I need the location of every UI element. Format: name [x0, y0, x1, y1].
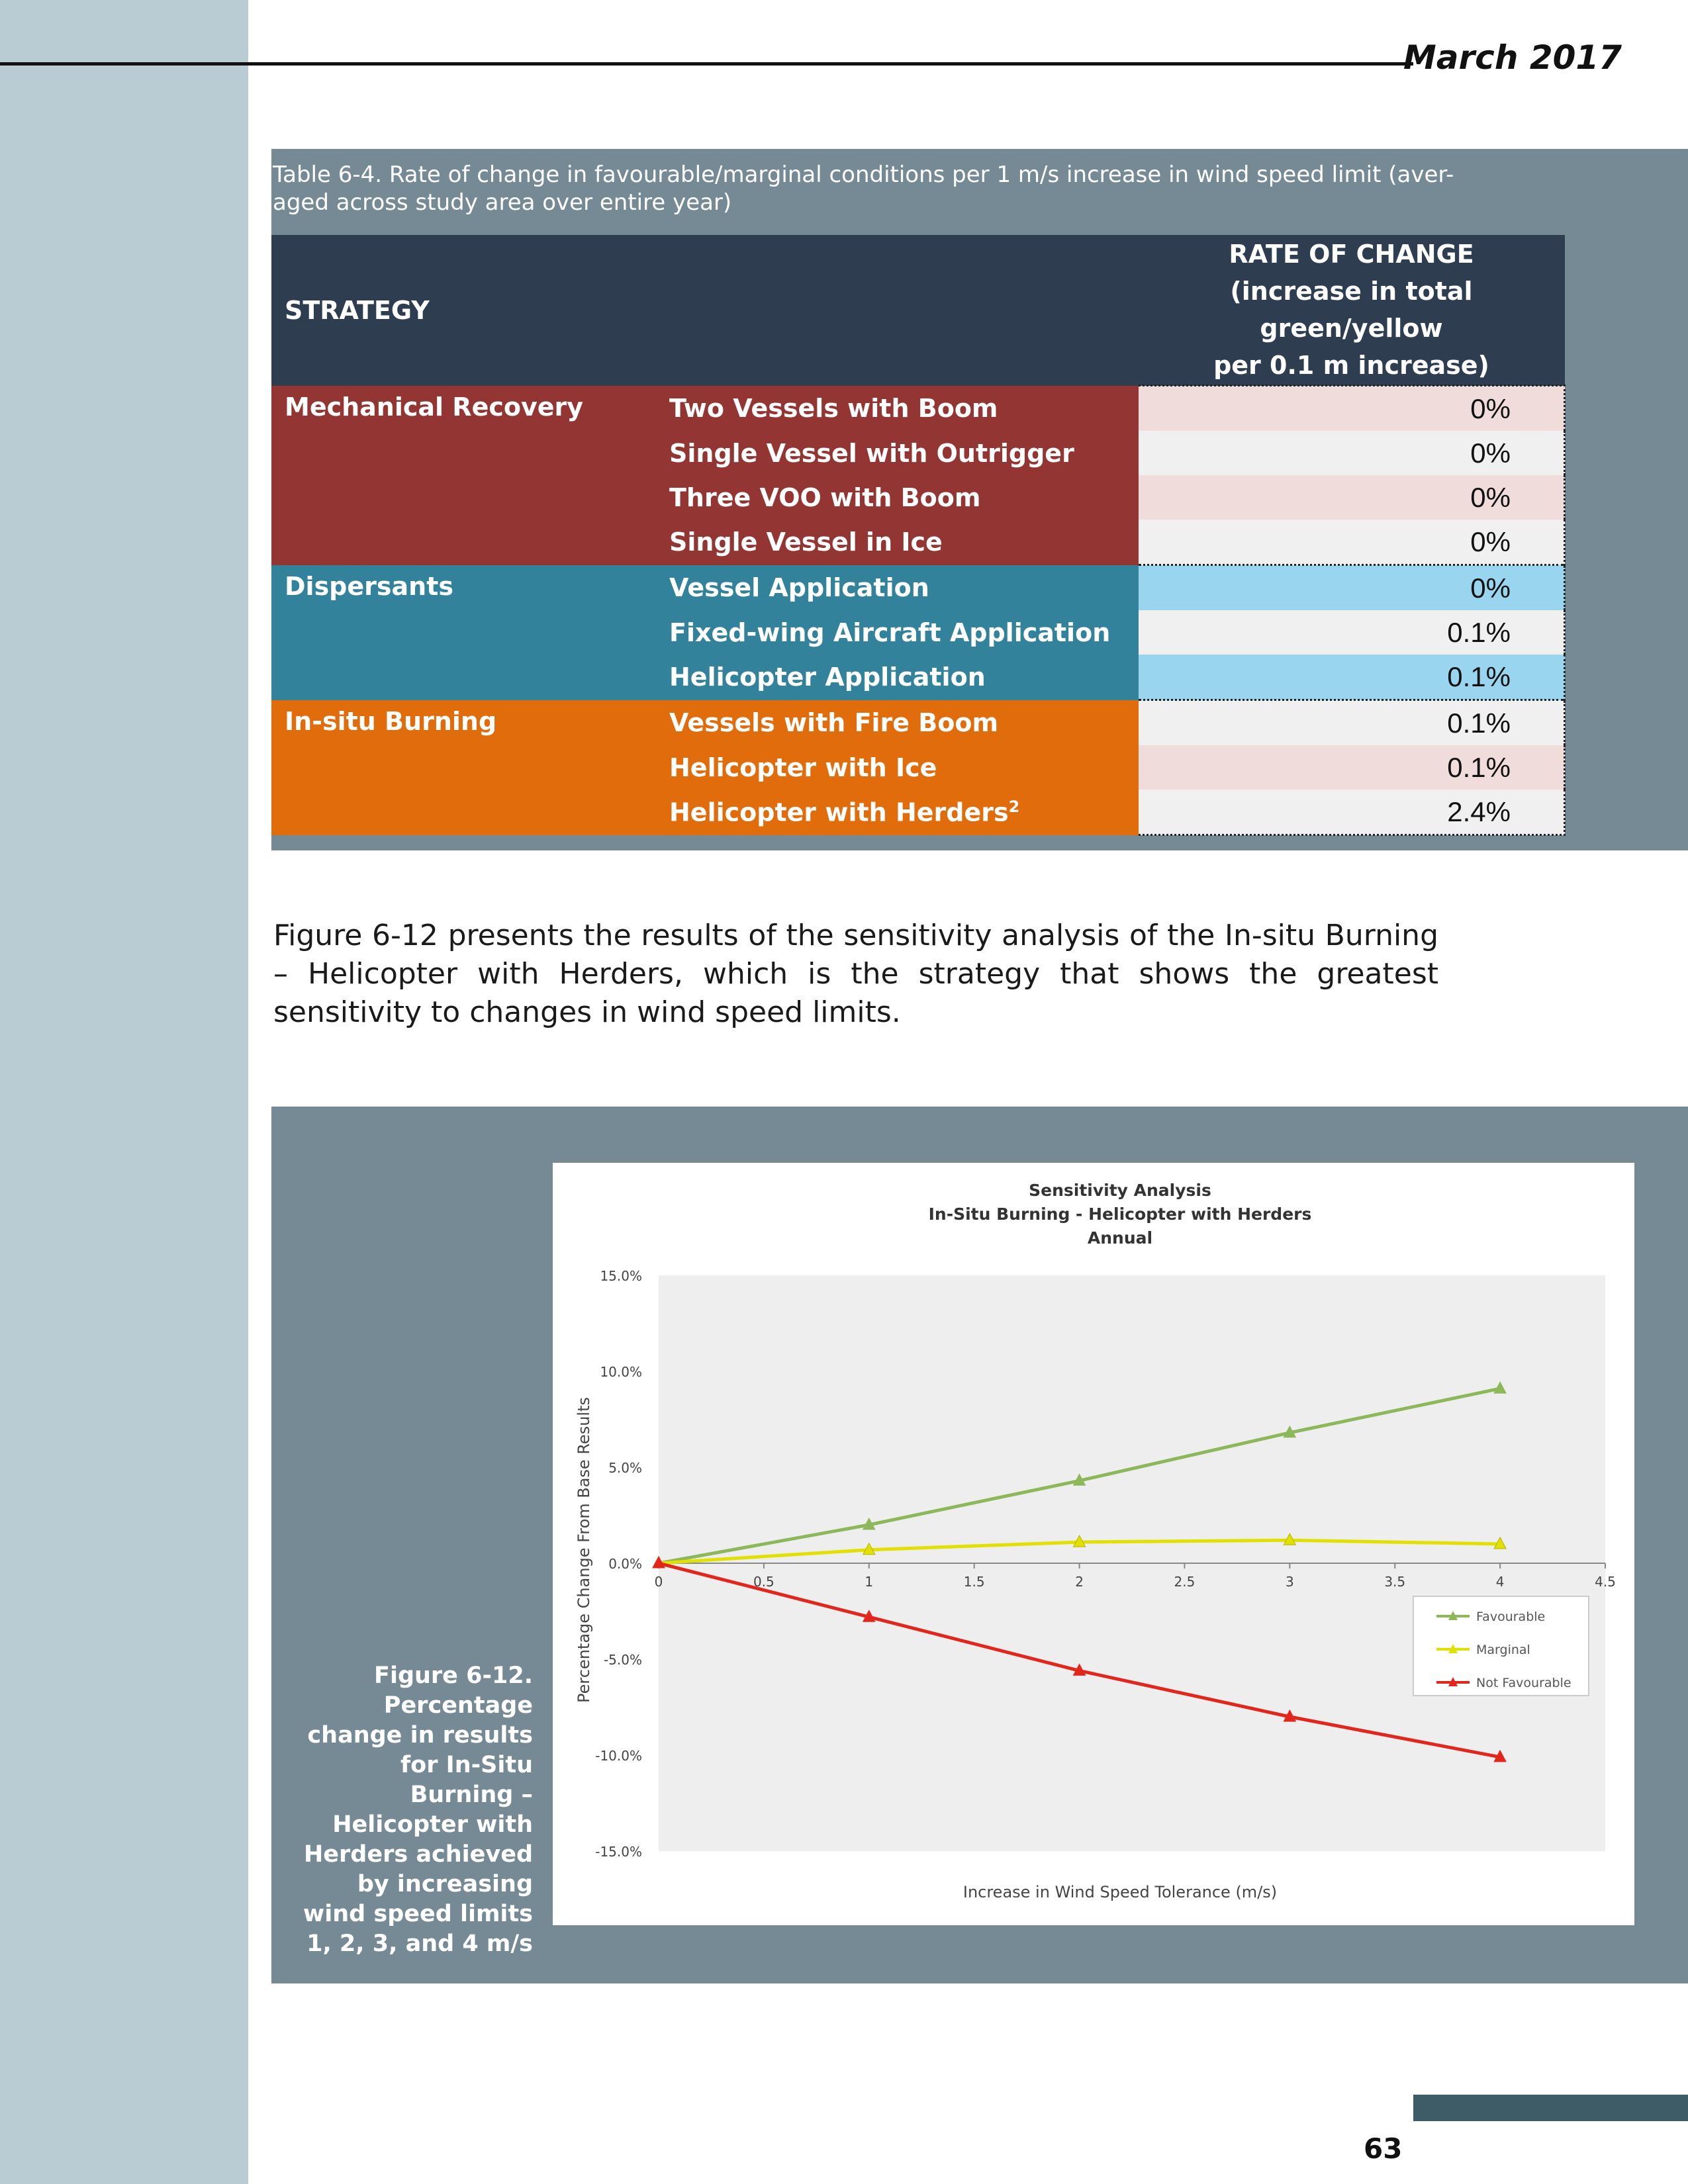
- table-row: Mechanical Recovery Two Vessels with Boo…: [271, 385, 1566, 565]
- header-rule: [0, 62, 1413, 66]
- row-value: 2.4%: [1138, 790, 1566, 836]
- row-value: 0%: [1138, 564, 1566, 610]
- x-axis-label: Increase in Wind Speed Tolerance (m/s): [963, 1883, 1277, 1901]
- row-value: 0.1%: [1138, 699, 1566, 745]
- x-tick-label: 2.5: [1174, 1574, 1196, 1590]
- header-blank: [656, 235, 1139, 386]
- footnote-marker: 2: [1008, 797, 1020, 816]
- legend-box: [1413, 1596, 1589, 1696]
- row-label: Helicopter with Ice: [656, 745, 1139, 790]
- data-point: [652, 1555, 665, 1569]
- row-value: 0.1%: [1138, 655, 1566, 700]
- row-value: 0%: [1138, 475, 1566, 520]
- y-tick-label: -10.0%: [595, 1748, 642, 1764]
- row-value: 0%: [1138, 520, 1566, 565]
- y-tick-label: -5.0%: [604, 1652, 642, 1668]
- row-value: 0%: [1138, 385, 1566, 431]
- data-point: [1072, 1535, 1086, 1547]
- row-label: Three VOO with Boom: [656, 475, 1139, 520]
- row-label-text: Helicopter with Herders: [669, 797, 1009, 827]
- data-point: [862, 1542, 876, 1555]
- row-label: Single Vessel with Outrigger: [656, 431, 1139, 475]
- x-tick-label: 2: [1075, 1574, 1084, 1590]
- data-point: [1493, 1536, 1507, 1549]
- legend-marker: [1448, 1644, 1458, 1653]
- x-tick-label: 1: [865, 1574, 873, 1590]
- legend-label: Not Favourable: [1476, 1676, 1571, 1690]
- table-row: Dispersants Vessel Application 0%: [271, 564, 1566, 700]
- table-row: Helicopter with Ice 0.1%: [271, 745, 1566, 790]
- header-date: March 2017: [1403, 38, 1622, 77]
- group-in-situ-burning: In-situ Burning: [271, 700, 656, 835]
- chart-card: Sensitivity Analysis In-Situ Burning - He…: [553, 1163, 1634, 1925]
- header-rate-line1: RATE OF CHANGE: [1229, 240, 1474, 269]
- chart-title-line: Annual: [1088, 1228, 1152, 1248]
- data-point: [862, 1610, 876, 1622]
- y-tick-label: 5.0%: [608, 1460, 642, 1476]
- page-number: 63: [1364, 2132, 1403, 2165]
- row-label: Helicopter Application: [656, 655, 1139, 700]
- group-dispersants: Dispersants: [271, 565, 656, 700]
- legend-label: Marginal: [1476, 1643, 1530, 1657]
- x-tick-label: 3.5: [1384, 1574, 1405, 1590]
- table-row: Three VOO with Boom 0%: [271, 475, 1566, 520]
- table-row: Single Vessel with Outrigger 0%: [271, 431, 1566, 475]
- left-sidebar-band: [0, 0, 248, 2184]
- y-tick-label: 10.0%: [600, 1364, 642, 1380]
- row-label: Fixed-wing Aircraft Application: [656, 610, 1139, 655]
- header-strategy: STRATEGY: [271, 235, 656, 386]
- data-point: [1493, 1749, 1507, 1762]
- y-axis-label: Percentage Change From Base Results: [575, 1397, 593, 1703]
- row-value: 0.1%: [1138, 745, 1566, 790]
- footer-bar: [1413, 2095, 1688, 2121]
- data-point: [1283, 1709, 1297, 1722]
- y-tick-label: 0.0%: [608, 1556, 642, 1572]
- row-value: 0.1%: [1138, 610, 1566, 655]
- row-value: 0%: [1138, 431, 1566, 475]
- x-tick-label: 0: [655, 1574, 663, 1590]
- data-point: [1493, 1381, 1507, 1394]
- body-paragraph: Figure 6-12 presents the results of the …: [273, 919, 1438, 1029]
- data-point: [1283, 1425, 1297, 1438]
- y-tick-label: -15.0%: [595, 1844, 642, 1860]
- table-row: Single Vessel in Ice 0%: [271, 520, 1566, 565]
- strategy-table: STRATEGY RATE OF CHANGE (increase in tot…: [271, 235, 1566, 836]
- data-point: [1283, 1533, 1297, 1545]
- legend-label: Favourable: [1476, 1610, 1545, 1624]
- table-row: In-situ Burning Vessels with Fire Boom 0…: [271, 699, 1566, 835]
- sensitivity-chart: Sensitivity Analysis In-Situ Burning - He…: [575, 1181, 1616, 1901]
- table-panel: Table 6-4. Rate of change in favourable/…: [271, 149, 1688, 850]
- legend-marker: [1448, 1611, 1458, 1620]
- data-point: [862, 1517, 876, 1530]
- data-point: [1072, 1473, 1086, 1486]
- table-header-row: STRATEGY RATE OF CHANGE (increase in tot…: [271, 235, 1565, 386]
- row-label: Helicopter with Herders2: [656, 790, 1139, 835]
- table-row: Helicopter Application 0.1%: [271, 655, 1566, 700]
- x-tick-label: 4: [1496, 1574, 1505, 1590]
- table-row: Helicopter with Herders2 2.4%: [271, 790, 1566, 836]
- table-caption: Table 6-4. Rate of change in favourable/…: [273, 161, 1454, 216]
- group-mechanical-recovery: Mechanical Recovery: [271, 385, 656, 565]
- table-row: Fixed-wing Aircraft Application 0.1%: [271, 610, 1566, 655]
- x-tick-label: 4.5: [1595, 1574, 1616, 1590]
- figure-caption: Figure 6-12. Percentage change in result…: [291, 1661, 533, 1959]
- row-label: Two Vessels with Boom: [656, 385, 1139, 431]
- figure-caption-label: Figure 6-12.: [374, 1662, 533, 1689]
- x-tick-label: 1.5: [964, 1574, 985, 1590]
- header-rate-of-change: RATE OF CHANGE (increase in total green/…: [1138, 235, 1565, 386]
- header-rate-line2: (increase in total green/yellow: [1230, 277, 1473, 343]
- row-label: Vessel Application: [656, 565, 1139, 610]
- legend-marker: [1448, 1677, 1458, 1686]
- chart-title-line: Sensitivity Analysis: [1029, 1181, 1211, 1200]
- y-tick-label: 15.0%: [600, 1268, 642, 1284]
- row-label: Vessels with Fire Boom: [656, 700, 1139, 745]
- data-point: [1072, 1663, 1086, 1676]
- header-rate-line3: per 0.1 m increase): [1213, 351, 1489, 380]
- row-label: Single Vessel in Ice: [656, 520, 1139, 565]
- chart-title-line: In-Situ Burning - Helicopter with Herder…: [929, 1205, 1312, 1224]
- x-tick-label: 3: [1286, 1574, 1294, 1590]
- figure-caption-text: Percentage change in results for In-Situ…: [303, 1692, 533, 1957]
